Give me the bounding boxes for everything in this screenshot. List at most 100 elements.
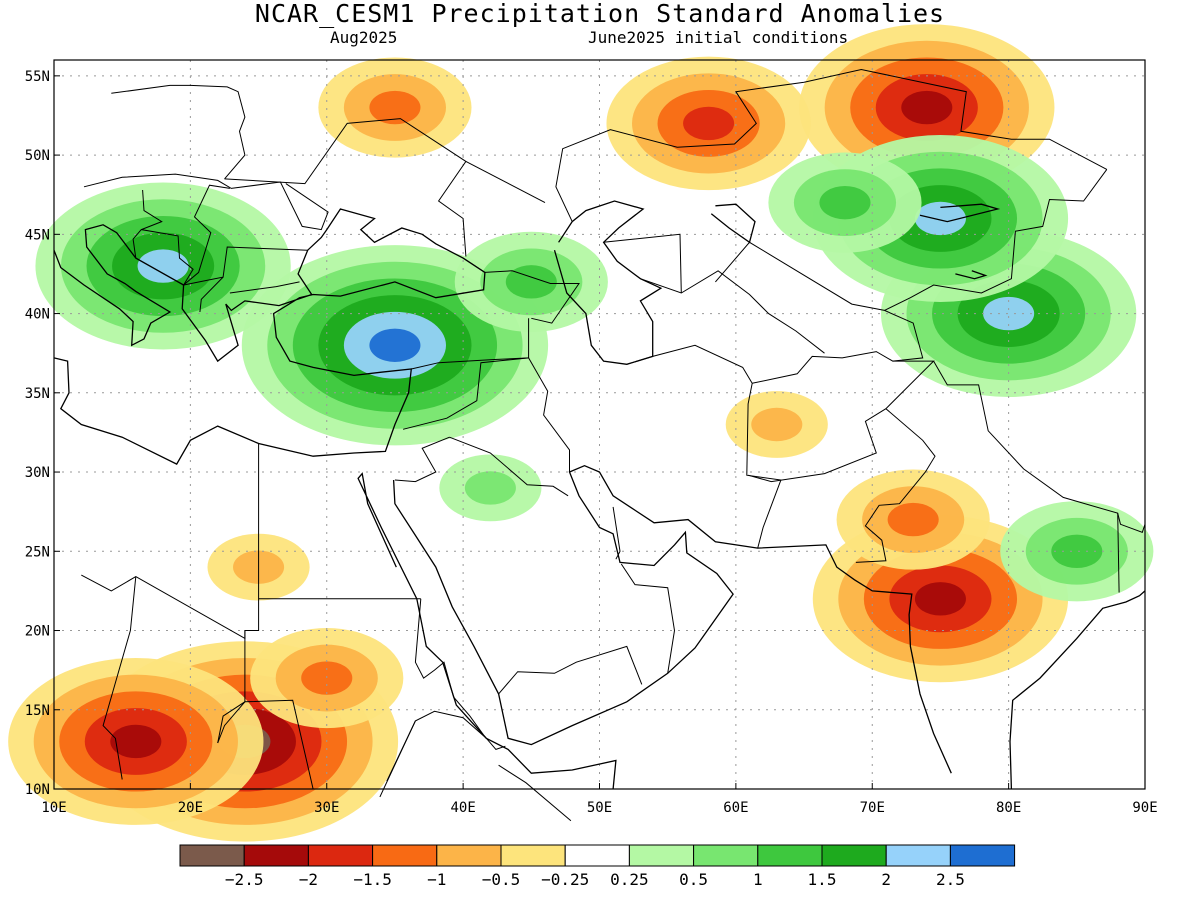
- colorbar-label: 2: [881, 870, 891, 889]
- colorbar: −2.5 −2 −1.5 −1 −0.5 −0.25 0.25 0.5 1 1.5 2 2.5: [179, 844, 1016, 889]
- page-title: NCAR_CESM1 Precipitation Standard Anomal…: [254, 0, 946, 28]
- colorbar-label: 1: [753, 870, 763, 889]
- colorbar-label: −1: [427, 870, 446, 889]
- y-tick-label: 20N: [25, 624, 50, 640]
- y-axis-ticks: 10N 15N 20N 25N 30N 35N 40N 45N 50N 55N: [25, 69, 60, 798]
- country-border: [414, 598, 506, 750]
- country-border: [449, 436, 569, 497]
- colorbar-swatch: [500, 844, 566, 867]
- country-border: [462, 257, 580, 324]
- x-tick-label: 40E: [450, 800, 475, 816]
- coastline: [955, 270, 988, 280]
- country-border: [555, 68, 1108, 222]
- colorbar-swatch: [436, 844, 502, 867]
- country-border: [217, 699, 314, 790]
- y-tick-label: 25N: [25, 544, 50, 560]
- anomaly-region: [318, 57, 472, 158]
- colorbar-label: −0.5: [482, 870, 521, 889]
- colorbar-label: 0.5: [679, 870, 708, 889]
- colorbar-swatch: [307, 844, 374, 867]
- x-tick-label: 80E: [996, 800, 1021, 816]
- country-border: [612, 506, 621, 560]
- initial-conditions: June2025 initial conditions: [588, 28, 849, 47]
- y-tick-label: 30N: [25, 465, 50, 481]
- anomaly-region: [454, 231, 608, 332]
- country-border: [640, 270, 825, 354]
- colorbar-label: −2.5: [225, 870, 264, 889]
- country-border: [933, 360, 1146, 533]
- country-border: [132, 229, 308, 286]
- country-border: [379, 710, 487, 798]
- y-tick-label: 15N: [25, 703, 50, 719]
- coastline: [1009, 590, 1146, 790]
- anomaly-region: [799, 24, 1055, 192]
- anomaly-region: [836, 469, 990, 570]
- country-border: [111, 84, 246, 180]
- country-border: [884, 169, 1108, 311]
- coastline: [710, 203, 756, 244]
- anomaly-region: [250, 627, 404, 729]
- country-border: [199, 276, 224, 313]
- anomaly-region: [439, 454, 542, 522]
- country-border: [141, 189, 163, 231]
- country-border: [626, 344, 782, 549]
- country-border: [224, 118, 467, 257]
- colorbar-swatch: [821, 844, 887, 867]
- colorbar-swatch: [179, 844, 245, 867]
- colorbar-label: 1.5: [808, 870, 837, 889]
- coastline: [53, 208, 486, 465]
- anomaly-region: [1000, 501, 1154, 602]
- colorbar-swatch: [564, 844, 630, 867]
- x-tick-label: 90E: [1132, 800, 1157, 816]
- x-tick-label: 20E: [178, 800, 203, 816]
- colorbar-swatch: [693, 844, 759, 867]
- country-border: [394, 436, 450, 483]
- colorbar-swatch: [885, 844, 951, 867]
- x-tick-label: 10E: [41, 800, 66, 816]
- colorbar-label: −0.25: [541, 870, 589, 889]
- country-border: [620, 563, 676, 674]
- country-border: [229, 281, 300, 294]
- country-border: [528, 357, 570, 472]
- coastline: [919, 203, 1001, 223]
- y-tick-label: 10N: [25, 782, 50, 798]
- forecast-month: Aug2025: [330, 28, 398, 47]
- y-tick-label: 55N: [25, 69, 50, 85]
- colorbar-swatch: [757, 844, 823, 867]
- x-tick-label: 30E: [314, 800, 339, 816]
- country-border: [411, 357, 529, 370]
- colorbar-label: −1.5: [353, 870, 392, 889]
- country-border: [102, 576, 137, 780]
- anomaly-region: [725, 391, 828, 458]
- colorbar-swatch: [372, 844, 438, 867]
- x-tick-label: 50E: [587, 800, 612, 816]
- y-tick-label: 45N: [25, 227, 50, 243]
- coastlines: [53, 68, 1146, 822]
- x-axis-ticks: 10E 20E 30E 40E 50E 60E 70E 80E 90E: [41, 783, 1158, 816]
- country-border: [465, 160, 546, 204]
- y-tick-label: 40N: [25, 307, 50, 323]
- anomaly-fields: [8, 24, 1154, 842]
- colorbar-label: −2: [299, 870, 318, 889]
- colorbar-label: 2.5: [936, 870, 965, 889]
- colorbar-label: 0.25: [610, 870, 649, 889]
- y-tick-label: 50N: [25, 148, 50, 164]
- country-border: [498, 645, 643, 695]
- coastline: [357, 472, 617, 790]
- country-border: [183, 184, 230, 286]
- anomaly-region: [768, 152, 922, 253]
- colorbar-swatch: [628, 844, 695, 867]
- x-tick-label: 70E: [860, 800, 885, 816]
- country-border: [402, 318, 530, 430]
- coastline: [553, 200, 663, 365]
- country-border: [498, 764, 572, 822]
- x-tick-label: 60E: [723, 800, 748, 816]
- colorbar-swatch: [243, 844, 309, 867]
- country-border: [603, 233, 682, 294]
- coastline: [392, 464, 952, 774]
- country-border: [83, 173, 329, 231]
- y-tick-label: 35N: [25, 386, 50, 402]
- anomaly-region: [606, 56, 811, 191]
- country-border: [855, 408, 936, 563]
